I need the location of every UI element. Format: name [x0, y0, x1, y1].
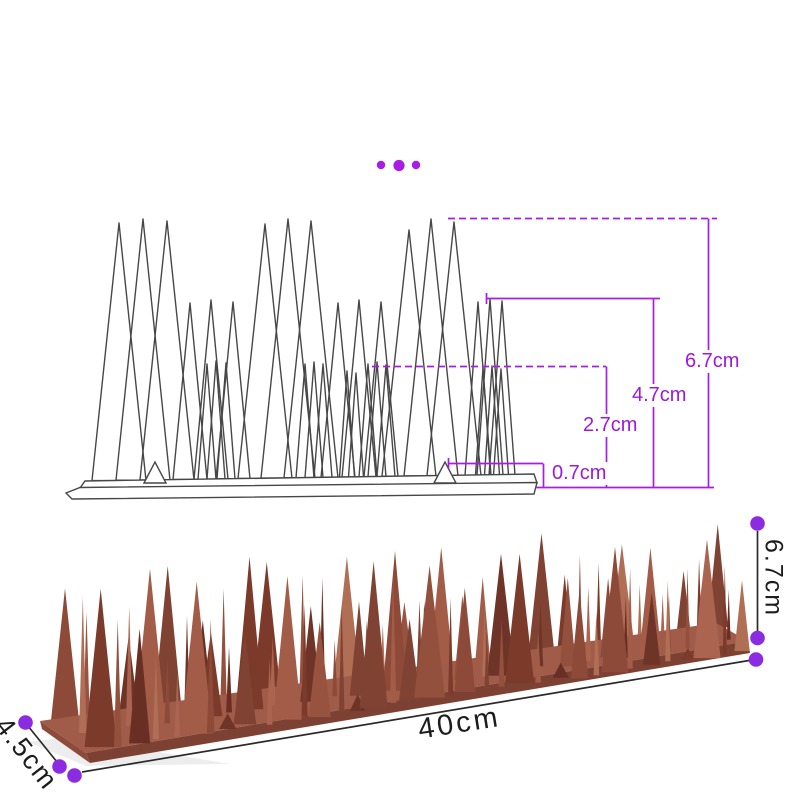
photo-dimension-markers: [18, 516, 765, 783]
dim-label-4-7cm: 4.7cm: [630, 384, 689, 407]
schematic-spikes: [91, 218, 516, 482]
dim-label-0-7cm: 0.7cm: [550, 462, 609, 485]
photo-spikes-front-row: [84, 539, 750, 748]
schematic-rail-bottom: [64, 481, 538, 500]
dim-label-2-7cm: 2.7cm: [581, 414, 640, 437]
schematic-dimension-lines: [372, 217, 717, 489]
spike-schematic-drawing: [64, 218, 538, 500]
photo-height-label: 6.7cm: [759, 539, 788, 618]
ellipsis-dots-icon: [376, 159, 421, 172]
schematic-tiny-spikes: [142, 460, 458, 484]
product-photo: [28, 524, 750, 766]
photo-plate-side: [40, 721, 90, 763]
dim-label-6-7cm: 6.7cm: [683, 350, 742, 373]
